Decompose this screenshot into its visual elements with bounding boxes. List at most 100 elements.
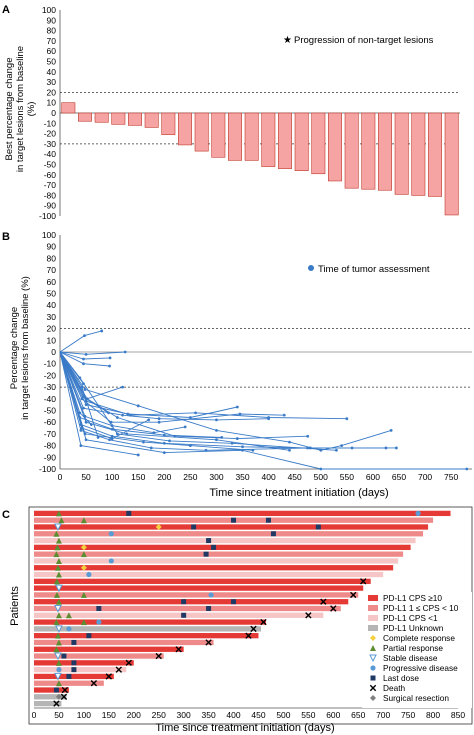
panel-b-assessment-point [110, 434, 114, 438]
pd-l1-swatch-icon [368, 615, 378, 621]
progressive-disease-icon [370, 665, 376, 671]
patient-bar [34, 558, 399, 564]
patient-bar [34, 626, 261, 632]
death-icon [245, 632, 252, 639]
panel-a-bar [161, 112, 176, 135]
panel-b-assessment-point [235, 405, 239, 409]
panel-b-ytick-label: -10 [44, 359, 57, 369]
panel-b-assessment-point [157, 417, 161, 421]
panel-b-ytick-label: 30 [47, 312, 57, 322]
panel-b-assessment-point [84, 403, 88, 407]
panel-a-ytick-label: 50 [47, 57, 57, 67]
panel-b-assessment-point [215, 428, 218, 432]
panel-b-ytick-label: 50 [47, 289, 57, 299]
panel-c-xtick-label: 450 [251, 710, 265, 720]
panel-c: C Patients 0 50 100 150 200 250 300 350 400 450 50… [2, 506, 473, 734]
panel-a-ytick-label: -80 [44, 190, 57, 200]
patient-bar [34, 544, 411, 551]
panel-c-xtick-label: 300 [177, 710, 191, 720]
panel-b-xtick-label: 750 [444, 472, 458, 482]
patient-bar [34, 585, 364, 591]
panel-b-legend: Time of tumor assessment [308, 264, 430, 275]
panel-b-assessment-point [121, 413, 124, 417]
legend-box [362, 592, 472, 708]
panel-b-ytick-label: -20 [44, 370, 57, 380]
panel-a: A Best percentage change in target lesion… [2, 4, 460, 221]
panel-b-assessment-point [123, 350, 127, 354]
death-icon [105, 673, 113, 680]
panel-c-xtick-label: 350 [201, 710, 215, 720]
partial-response-icon [55, 510, 62, 517]
panel-a-ytick-label: -70 [44, 180, 57, 190]
legend-item-label: PD-L1 CPS <1 [383, 613, 438, 623]
panel-a-bar [261, 112, 276, 167]
last-dose-icon [71, 639, 77, 645]
panel-b-assessment-point [267, 416, 271, 419]
death-icon [53, 700, 60, 707]
panel-a-bar [94, 112, 109, 123]
partial-response-icon [55, 571, 62, 578]
last-dose-icon [181, 599, 187, 605]
panel-b-assessment-point [238, 412, 242, 416]
panel-a-ytick-label: 100 [42, 5, 56, 15]
progressive-disease-icon [56, 667, 62, 673]
panel-b-assessment-point [85, 397, 89, 401]
panel-b-assessment-point [149, 446, 153, 450]
panel-b-xtick-label: 550 [340, 472, 354, 482]
panel-a-ytick-label: 20 [47, 87, 57, 97]
partial-response-icon [53, 619, 60, 626]
legend-item-label: Partial response [383, 643, 443, 653]
panel-b-reference-lines [60, 328, 472, 388]
death-icon [330, 605, 337, 612]
death-icon [175, 646, 182, 653]
death-icon [369, 684, 377, 692]
panel-b-xlabel: Time since treatment initiation (days) [209, 487, 388, 499]
last-dose-icon [231, 517, 237, 523]
death-icon [90, 680, 98, 687]
panel-a-ytick-label: 40 [47, 67, 57, 77]
panel-b-assessment-point [241, 445, 244, 449]
panel-b-assessment-point [115, 416, 119, 419]
panel-b-assessment-point [340, 444, 344, 447]
patient-bar [34, 646, 184, 652]
panel-b-xtick-label: 450 [288, 472, 302, 482]
assessment-dot-icon [308, 265, 314, 271]
panel-a-ytick-label: 60 [47, 46, 57, 56]
last-dose-icon [71, 667, 77, 673]
panel-b-assessment-point [82, 357, 85, 361]
panel-b-ylabel-line: Percentage change [9, 307, 20, 389]
panel-a-bar [344, 112, 359, 189]
panel-b-assessment-point [230, 441, 234, 445]
panel-b-assessment-point [319, 448, 323, 452]
panel-a-ytick-label: -10 [44, 118, 57, 128]
panel-b-assessment-point [162, 433, 166, 437]
patient-bar [34, 619, 266, 625]
panel-b-patient-line [59, 351, 467, 470]
death-icon [125, 659, 132, 667]
patient-bar [34, 660, 134, 666]
panel-b-patient-line [59, 351, 337, 451]
patient-bar [34, 578, 371, 584]
panel-b-xtick-label: 500 [314, 472, 328, 482]
last-dose-icon [265, 517, 271, 523]
last-dose-icon [203, 551, 209, 557]
last-dose-icon [315, 524, 321, 530]
panel-a-ytick-label: 10 [47, 98, 57, 108]
stable-disease-icon [55, 584, 63, 593]
panel-b-ytick-label: 60 [47, 277, 57, 287]
panel-b-ytick-label: 70 [47, 265, 57, 275]
legend-item-label: Progressive disease [383, 663, 458, 673]
panel-a-ylabel-line: (%) [26, 102, 37, 117]
panel-a-bar [411, 112, 426, 196]
last-dose-icon [86, 633, 92, 639]
partial-response-icon [370, 645, 376, 651]
patient-bar [34, 633, 259, 639]
death-icon [60, 693, 68, 701]
panel-a-bar [378, 112, 392, 191]
legend-item-label: Last dose [383, 673, 419, 683]
panel-c-xtick-label: 500 [276, 710, 290, 720]
death-icon [360, 578, 367, 585]
last-dose-icon [61, 653, 67, 659]
last-dose-icon [231, 599, 237, 605]
